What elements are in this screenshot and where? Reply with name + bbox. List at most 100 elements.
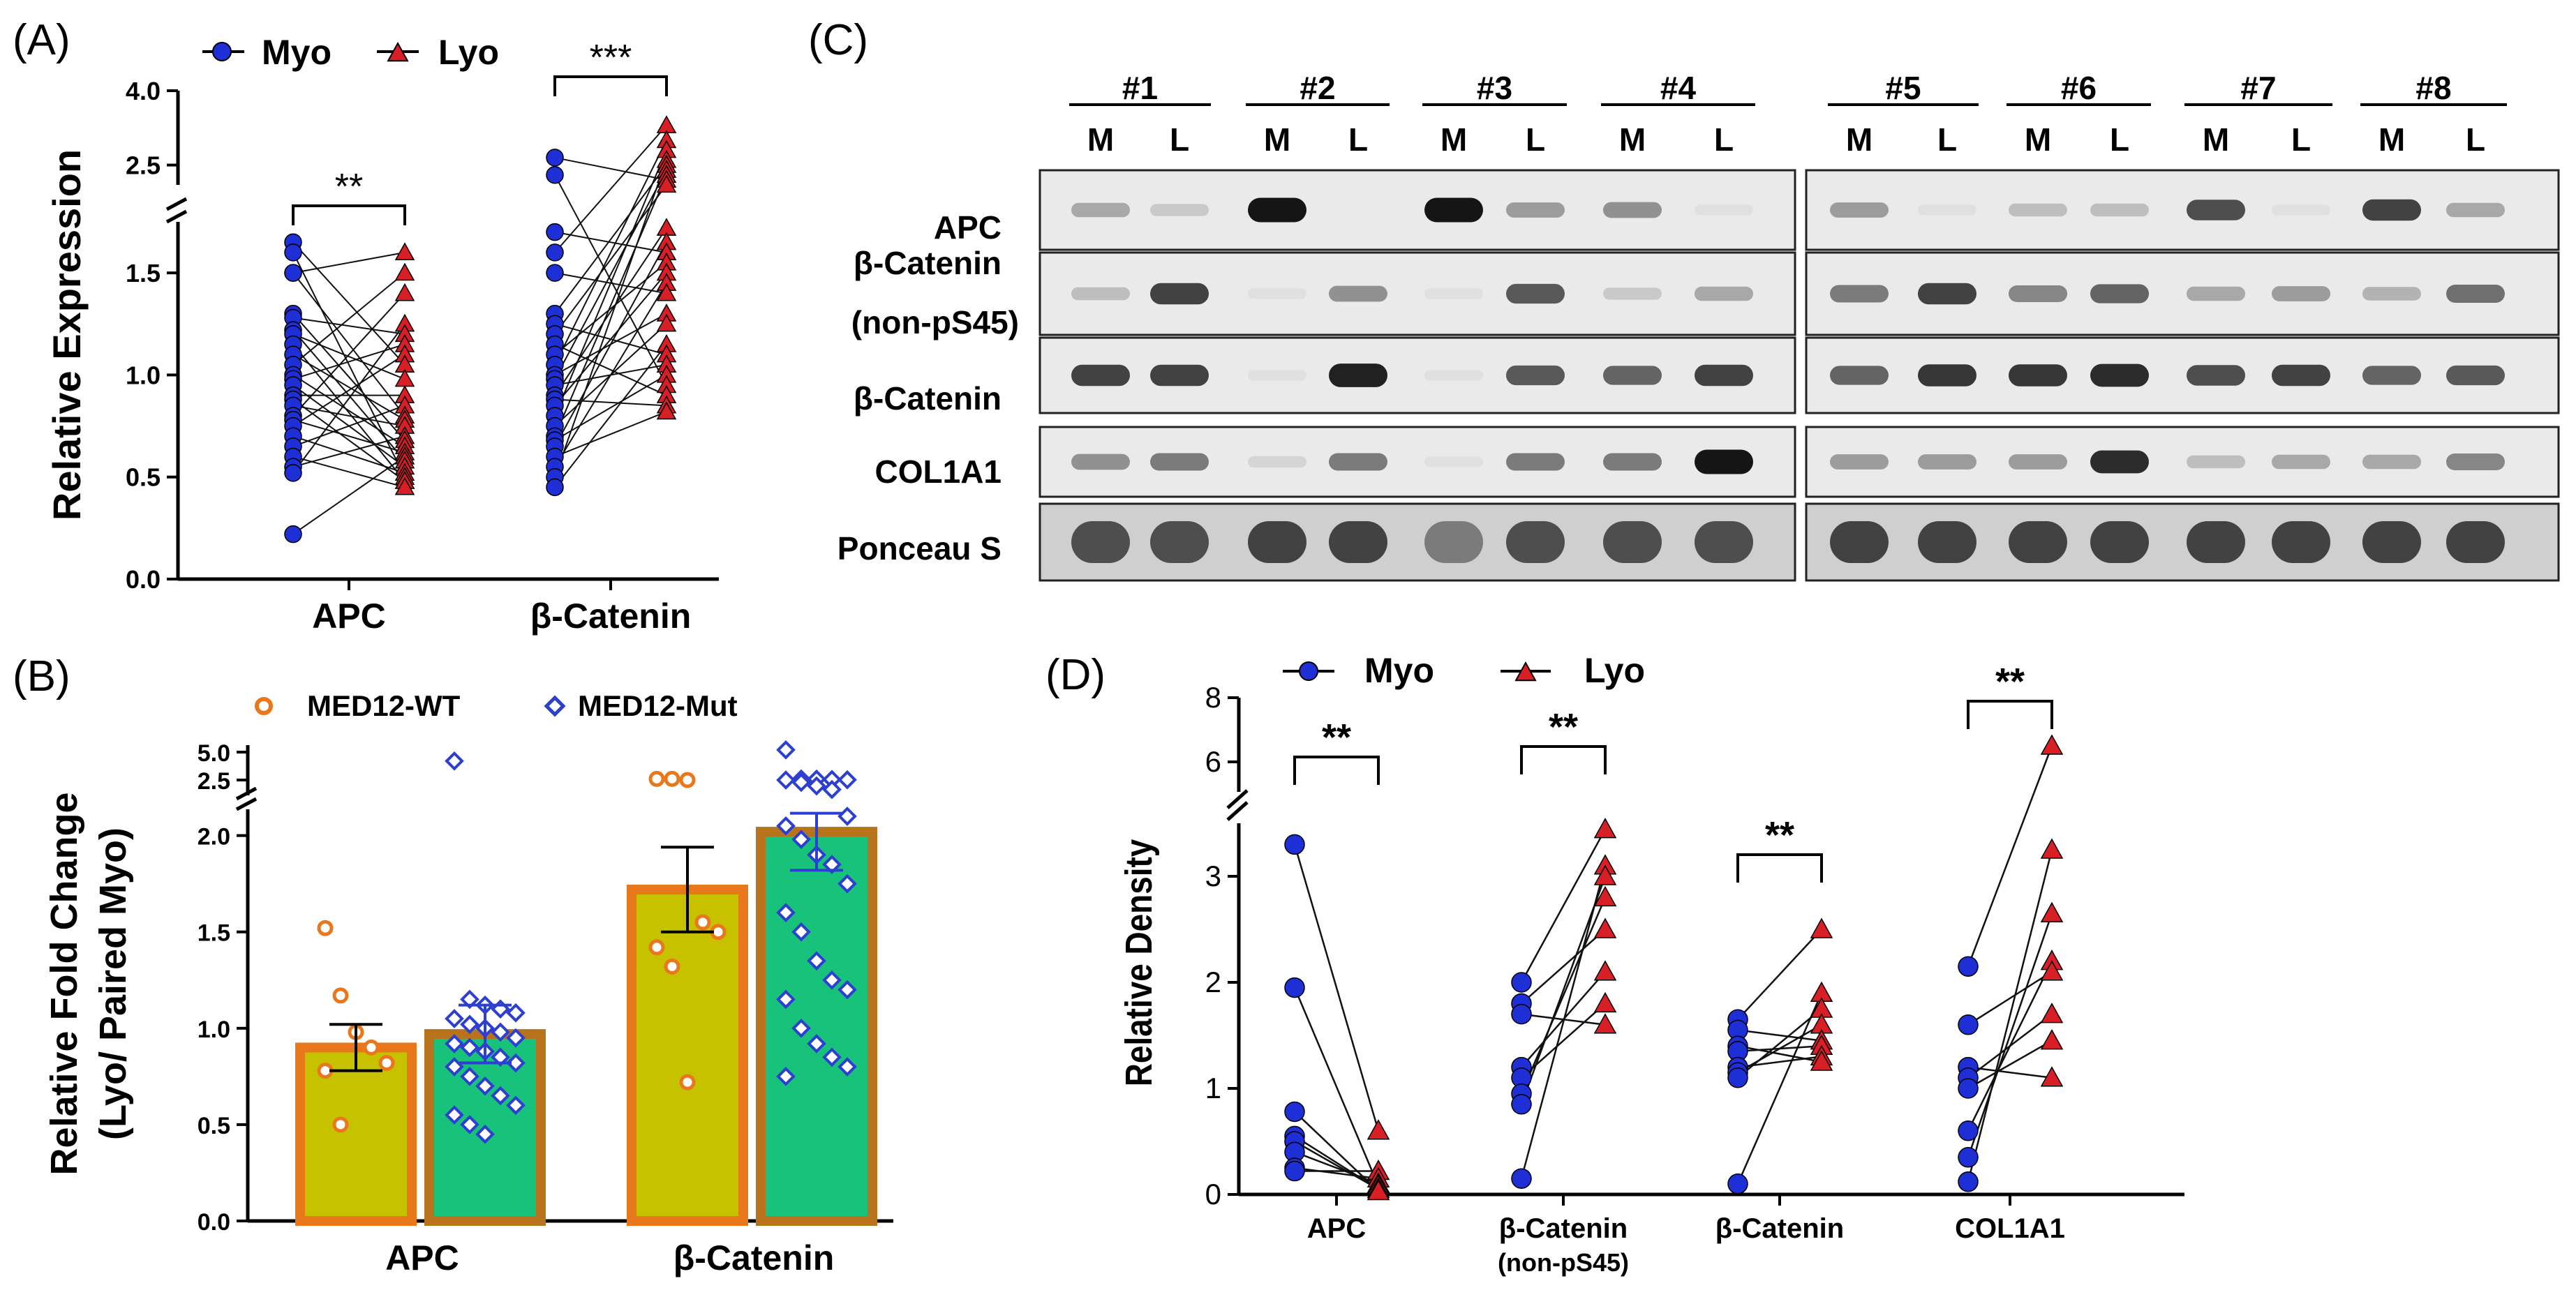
lane-label: M xyxy=(1087,121,1114,158)
y-axis-label-line2: (Lyo/ Paired Myo) xyxy=(92,827,134,1140)
blot-band xyxy=(2009,203,2067,217)
pair-line xyxy=(292,343,405,482)
pair-line xyxy=(292,343,405,380)
legend-lyo-triangle xyxy=(1514,661,1537,682)
lane-label: M xyxy=(2025,121,2051,158)
blot-band xyxy=(1150,283,1209,305)
x-tick-label: APC xyxy=(1307,1213,1366,1244)
sample-label: #1 xyxy=(1122,70,1158,106)
myo-point xyxy=(1284,834,1305,855)
myo-point xyxy=(1958,1171,1979,1192)
panel-d: (D) Myo Lyo 0 1 2 3 6 8 Relative Density APC β-Cate… xyxy=(1045,651,2184,1277)
pair-line xyxy=(554,283,667,467)
y-tick-label: 2 xyxy=(1205,966,1221,998)
myo-point xyxy=(1511,1168,1532,1189)
lane-label: M xyxy=(1440,121,1467,158)
significance-label: ** xyxy=(1765,814,1794,856)
sample-label: #8 xyxy=(2415,70,2451,106)
pair-line xyxy=(292,241,405,366)
y-axis-label: Relative Density xyxy=(1118,839,1160,1087)
mut-point xyxy=(460,1014,479,1035)
significance-bracket xyxy=(1293,756,1380,785)
pair-line xyxy=(554,174,667,437)
blot-band xyxy=(1071,202,1130,218)
blot-band xyxy=(1506,202,1565,218)
pair-line xyxy=(292,405,405,427)
x-tick-label: APC xyxy=(385,1238,459,1277)
lyo-point xyxy=(1810,917,1833,938)
blot-band xyxy=(2009,521,2067,563)
blot-band xyxy=(1918,364,1976,387)
lane-label: L xyxy=(1526,121,1545,158)
pair-line xyxy=(1737,929,1822,1021)
blot-band xyxy=(2272,521,2330,563)
pair-line xyxy=(1967,849,2053,1183)
blot-band xyxy=(1603,521,1662,563)
mut-point xyxy=(445,751,464,771)
blot-band xyxy=(1695,204,1753,216)
blot-band xyxy=(2272,204,2330,216)
lane-label: L xyxy=(2110,121,2129,158)
mut-point xyxy=(807,1034,826,1054)
blot-band xyxy=(1603,366,1662,385)
mut-point xyxy=(791,1018,811,1038)
mut-point xyxy=(837,770,857,790)
pair-line xyxy=(554,272,667,406)
y-tick-label: 1.0 xyxy=(126,361,161,389)
y-tick-label: 3 xyxy=(1205,860,1221,892)
axis-break-1 xyxy=(1226,801,1249,821)
blot-band xyxy=(2090,363,2149,387)
myo-point xyxy=(1958,1120,1979,1141)
lane-label: M xyxy=(2203,121,2229,158)
y-tick-label: 0.5 xyxy=(198,1113,230,1139)
blot-band xyxy=(1830,454,1889,470)
blot-row-label: COL1A1 xyxy=(875,453,1002,490)
legend-myo-circle xyxy=(1299,661,1318,681)
legend-myo-label: Myo xyxy=(1364,651,1434,690)
lyo-point xyxy=(656,401,677,420)
mut-point xyxy=(475,1076,495,1096)
blot-band xyxy=(2272,286,2330,301)
significance-label: *** xyxy=(590,38,632,78)
blot-band xyxy=(1695,364,1753,387)
blot-band xyxy=(1918,454,1976,470)
panel-d-label: (D) xyxy=(1045,651,1105,699)
blot-band xyxy=(2362,521,2421,563)
pair-line xyxy=(554,231,667,253)
bar xyxy=(756,827,877,1226)
y-tick-label: 0.0 xyxy=(198,1209,230,1236)
wt-point xyxy=(648,770,665,787)
lyo-point xyxy=(394,477,415,495)
lane-label: L xyxy=(1348,121,1368,158)
myo-point xyxy=(1284,1101,1305,1123)
sample-label: #3 xyxy=(1477,70,1512,106)
pair-line xyxy=(554,343,667,396)
blot-band xyxy=(1506,453,1565,471)
pair-line xyxy=(1967,913,2053,1158)
significance-label: ** xyxy=(335,167,363,207)
pair-line xyxy=(554,227,667,396)
lyo-point xyxy=(1810,1050,1833,1071)
blot-band xyxy=(1329,521,1387,563)
lane-label: M xyxy=(1846,121,1873,158)
sample-label: #5 xyxy=(1885,70,1921,106)
y-tick-label: 2.5 xyxy=(198,768,230,795)
mut-point xyxy=(837,874,857,894)
wt-point xyxy=(694,914,711,931)
mut-point xyxy=(491,1047,510,1067)
pair-line xyxy=(1967,1066,2053,1079)
pair-line xyxy=(292,272,405,366)
lane-label: L xyxy=(1937,121,1957,158)
mut-point xyxy=(776,989,796,1010)
blot-band xyxy=(2362,199,2421,221)
significance-bracket xyxy=(292,204,406,225)
myo-point xyxy=(1284,977,1305,998)
x-tick-sublabel: (non-pS45) xyxy=(1498,1248,1629,1277)
panel-c-label: (C) xyxy=(808,16,868,64)
sample-label: #7 xyxy=(2240,70,2276,106)
mut-point xyxy=(460,1037,479,1058)
myo-point xyxy=(1958,1147,1979,1168)
axis-break-1 xyxy=(165,197,188,211)
axis-break-1 xyxy=(235,797,258,811)
